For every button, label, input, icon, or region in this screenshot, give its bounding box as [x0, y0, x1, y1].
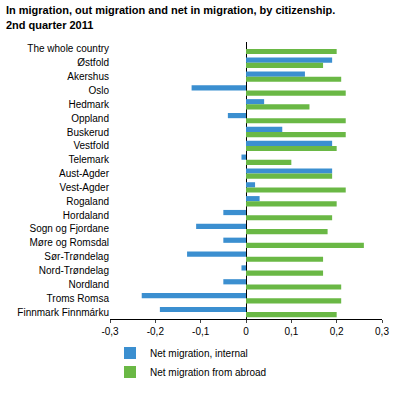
svg-text:Telemark: Telemark — [68, 154, 110, 165]
svg-text:Nord-Trøndelag: Nord-Trøndelag — [39, 265, 109, 276]
svg-text:0,1: 0,1 — [284, 326, 298, 337]
svg-text:0,3: 0,3 — [375, 326, 389, 337]
svg-text:Nordland: Nordland — [68, 279, 109, 290]
svg-text:0: 0 — [243, 326, 249, 337]
svg-text:Vestfold: Vestfold — [73, 140, 109, 151]
svg-text:0,2: 0,2 — [330, 326, 344, 337]
svg-text:The whole country: The whole country — [27, 43, 109, 54]
svg-text:Akershus: Akershus — [67, 71, 109, 82]
svg-text:Oslo: Oslo — [88, 85, 109, 96]
svg-text:Troms Romsa: Troms Romsa — [47, 293, 110, 304]
svg-text:Finnmark Finnmárku: Finnmark Finnmárku — [17, 307, 109, 318]
svg-text:-0,2: -0,2 — [147, 326, 165, 337]
svg-text:Sør-Trøndelag: Sør-Trøndelag — [44, 251, 109, 262]
svg-text:Net migration, internal: Net migration, internal — [150, 348, 248, 359]
svg-text:Oppland: Oppland — [71, 113, 109, 124]
svg-text:Vest-Agder: Vest-Agder — [60, 182, 110, 193]
svg-text:Buskerud: Buskerud — [67, 127, 109, 138]
svg-text:In migration, out migration an: In migration, out migration and net in m… — [6, 4, 335, 30]
svg-text:Net migration from abroad: Net migration from abroad — [150, 367, 266, 378]
svg-text:Aust-Agder: Aust-Agder — [59, 168, 110, 179]
svg-text:Sogn og Fjordane: Sogn og Fjordane — [29, 223, 109, 234]
svg-text:Møre og Romsdal: Møre og Romsdal — [30, 237, 109, 248]
svg-text:Østfold: Østfold — [77, 57, 109, 68]
svg-text:-0,3: -0,3 — [101, 326, 119, 337]
svg-text:-0,1: -0,1 — [192, 326, 210, 337]
svg-text:Rogaland: Rogaland — [66, 196, 109, 207]
svg-text:Hordaland: Hordaland — [63, 210, 109, 221]
svg-text:Hedmark: Hedmark — [68, 99, 110, 110]
